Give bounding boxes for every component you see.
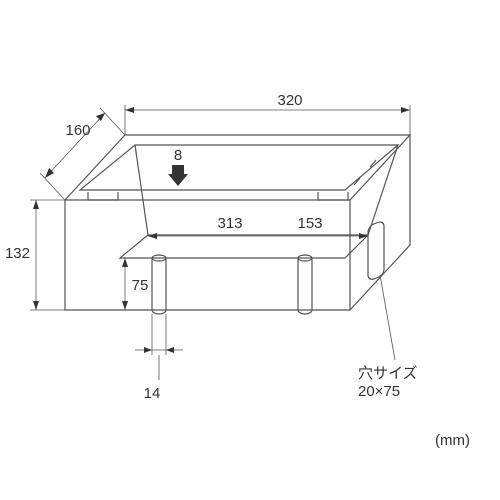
down-arrow-icon <box>168 165 188 186</box>
dimension-diagram: 320 160 132 8 313 153 75 <box>0 0 500 500</box>
unit-label: (mm) <box>435 432 470 449</box>
hole-callout: 穴サイズ 20×75 <box>358 275 418 400</box>
label-153: 153 <box>297 215 322 232</box>
dim-153: 153 <box>297 215 322 232</box>
label-320: 320 <box>277 92 302 109</box>
dim-75: 75 <box>120 258 152 310</box>
label-hole-title: 穴サイズ <box>358 365 418 382</box>
label-75: 75 <box>132 277 149 294</box>
dim-8: 8 <box>168 147 188 186</box>
dim-320: 320 <box>125 92 410 135</box>
legs <box>152 255 312 314</box>
label-hole-size: 20×75 <box>358 383 400 400</box>
label-313: 313 <box>217 215 242 232</box>
dim-160: 160 <box>40 108 125 200</box>
label-8: 8 <box>174 147 182 164</box>
dim-132: 132 <box>5 200 65 310</box>
label-14: 14 <box>144 385 161 402</box>
label-160: 160 <box>65 122 90 139</box>
label-132: 132 <box>5 245 30 262</box>
dim-14: 14 <box>135 314 183 402</box>
